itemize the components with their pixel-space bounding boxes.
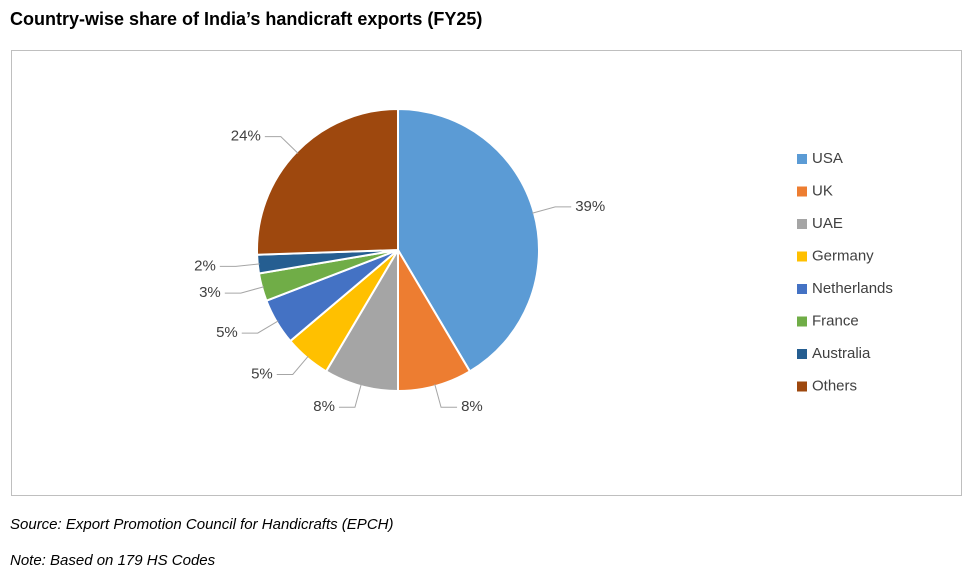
- legend-label: USA: [812, 150, 843, 167]
- legend-label: UAE: [812, 215, 843, 232]
- legend-swatch: [797, 381, 807, 392]
- leader-line: [224, 286, 265, 294]
- source-note: Source: Export Promotion Council for Han…: [10, 516, 393, 533]
- footnote: Note: Based on 179 HS Codes: [10, 552, 216, 569]
- legend-swatch: [797, 316, 807, 327]
- leader-line: [264, 136, 299, 154]
- legend-label: Australia: [812, 345, 871, 362]
- legend-swatch: [797, 284, 807, 294]
- data-label: 5%: [216, 324, 238, 341]
- leader-line: [276, 355, 309, 375]
- legend-label: UK: [812, 182, 833, 199]
- data-label: 5%: [251, 365, 273, 382]
- legend-label: France: [812, 312, 859, 329]
- legend-swatch: [797, 219, 807, 229]
- leader-line: [531, 206, 572, 214]
- legend-label: Others: [812, 377, 857, 394]
- leader-line: [434, 383, 458, 408]
- data-label: 8%: [461, 398, 483, 415]
- legend-label: Germany: [812, 247, 874, 264]
- data-label: 8%: [313, 398, 335, 415]
- data-label: 24%: [231, 128, 261, 145]
- legend-swatch: [797, 154, 807, 164]
- legend-swatch: [797, 349, 807, 359]
- data-label: 2%: [194, 257, 216, 274]
- leader-line: [241, 320, 279, 334]
- data-label: 39%: [575, 198, 605, 215]
- data-label: 3%: [199, 284, 221, 301]
- leader-line: [338, 383, 362, 408]
- leader-line: [219, 263, 260, 267]
- legend-label: Netherlands: [812, 280, 893, 297]
- legend-swatch: [797, 186, 807, 197]
- chart-title: Country-wise share of India’s handicraft…: [10, 9, 482, 29]
- legend-swatch: [797, 251, 807, 262]
